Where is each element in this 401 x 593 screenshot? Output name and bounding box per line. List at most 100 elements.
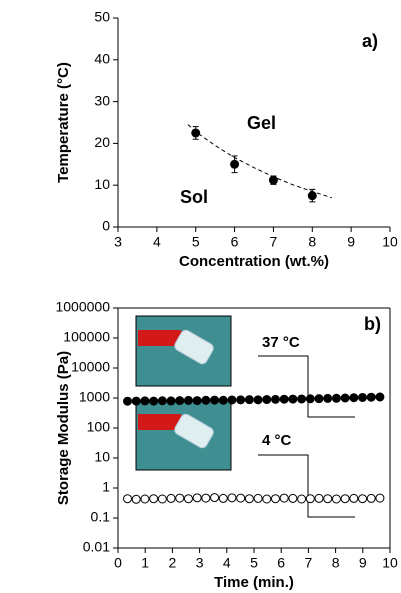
data-point xyxy=(288,394,298,404)
x-tick-label: 3 xyxy=(114,234,122,250)
data-point xyxy=(305,394,315,404)
y-tick-label: 1000000 xyxy=(55,299,110,315)
y-tick-label: 0 xyxy=(102,218,110,234)
data-point xyxy=(366,392,376,402)
data-point xyxy=(157,494,167,504)
data-point xyxy=(227,493,237,503)
data-point xyxy=(288,493,298,503)
x-tick-label: 2 xyxy=(169,555,177,571)
data-point xyxy=(323,393,333,403)
data-point xyxy=(183,494,193,504)
x-tick-label: 4 xyxy=(153,234,161,250)
data-point xyxy=(244,395,254,405)
y-tick-label: 100000 xyxy=(63,329,110,345)
data-point xyxy=(149,396,159,406)
data-point xyxy=(340,393,350,403)
data-point xyxy=(140,396,150,406)
x-tick-label: 3 xyxy=(196,555,204,571)
data-point xyxy=(123,396,133,406)
data-point xyxy=(340,494,350,504)
x-tick-label: 9 xyxy=(359,555,367,571)
data-point xyxy=(331,494,341,504)
data-point xyxy=(349,393,359,403)
data-point xyxy=(175,396,185,406)
data-point xyxy=(375,493,385,503)
data-point xyxy=(331,393,341,403)
data-point xyxy=(218,493,228,503)
inset-photo xyxy=(135,399,232,471)
data-point xyxy=(236,493,246,503)
y-tick-label: 100 xyxy=(87,419,111,435)
data-point xyxy=(262,494,272,504)
data-point xyxy=(307,191,317,201)
data-point xyxy=(123,494,133,504)
y-axis-title: Storage Modulus (Pa) xyxy=(55,351,72,505)
y-tick-label: 50 xyxy=(94,9,110,25)
data-point xyxy=(244,494,254,504)
y-tick-label: 0.1 xyxy=(91,509,111,525)
data-point xyxy=(140,494,150,504)
data-point xyxy=(253,493,263,503)
data-point xyxy=(183,395,193,405)
data-point xyxy=(201,493,211,503)
data-point xyxy=(210,395,220,405)
panel-label: b) xyxy=(364,314,381,334)
data-point xyxy=(297,494,307,504)
x-tick-label: 0 xyxy=(114,555,122,571)
x-tick-label: 6 xyxy=(231,234,239,250)
y-tick-label: 1 xyxy=(102,479,110,495)
data-point xyxy=(314,394,324,404)
annotation: 37 °C xyxy=(262,334,300,351)
x-tick-label: 5 xyxy=(192,234,200,250)
x-tick-label: 1 xyxy=(141,555,149,571)
x-tick-label: 10 xyxy=(382,555,398,571)
x-tick-label: 6 xyxy=(277,555,285,571)
annotation: 4 °C xyxy=(262,432,292,449)
x-tick-label: 10 xyxy=(382,234,398,250)
data-point xyxy=(166,493,176,503)
data-point xyxy=(218,395,228,405)
y-tick-label: 1000 xyxy=(79,389,110,405)
data-point xyxy=(279,394,289,404)
data-point xyxy=(192,493,202,503)
temperature-step xyxy=(258,355,355,418)
data-point xyxy=(279,493,289,503)
data-point xyxy=(366,493,376,503)
panel-label: a) xyxy=(362,31,378,51)
data-point xyxy=(375,392,385,402)
x-axis-title: Concentration (wt.%) xyxy=(179,253,329,270)
data-point xyxy=(305,494,315,504)
data-point xyxy=(166,396,176,406)
data-point xyxy=(236,395,246,405)
y-tick-label: 10000 xyxy=(71,359,110,375)
data-point xyxy=(227,395,237,405)
data-point xyxy=(192,396,202,406)
x-axis-title: Time (min.) xyxy=(214,574,294,591)
inset-photo xyxy=(135,315,232,387)
data-point xyxy=(358,494,368,504)
x-tick-label: 4 xyxy=(223,555,231,571)
y-tick-label: 10 xyxy=(94,449,110,465)
annotation: Sol xyxy=(180,187,208,207)
data-point xyxy=(201,395,211,405)
data-point xyxy=(230,159,240,169)
y-tick-label: 30 xyxy=(94,92,110,108)
data-point xyxy=(358,392,368,402)
data-point xyxy=(157,396,167,406)
data-point xyxy=(323,494,333,504)
y-tick-label: 10 xyxy=(94,176,110,192)
data-point xyxy=(268,175,278,185)
data-point xyxy=(175,493,185,503)
data-point xyxy=(297,394,307,404)
fit-line xyxy=(187,124,332,199)
data-point xyxy=(349,493,359,503)
data-point xyxy=(270,494,280,504)
y-tick-label: 40 xyxy=(94,51,110,67)
data-point xyxy=(131,396,141,406)
data-point xyxy=(210,493,220,503)
data-point xyxy=(149,494,159,504)
temperature-step xyxy=(258,454,355,518)
y-axis-title: Temperature (°C) xyxy=(55,62,72,183)
data-point xyxy=(191,128,201,138)
